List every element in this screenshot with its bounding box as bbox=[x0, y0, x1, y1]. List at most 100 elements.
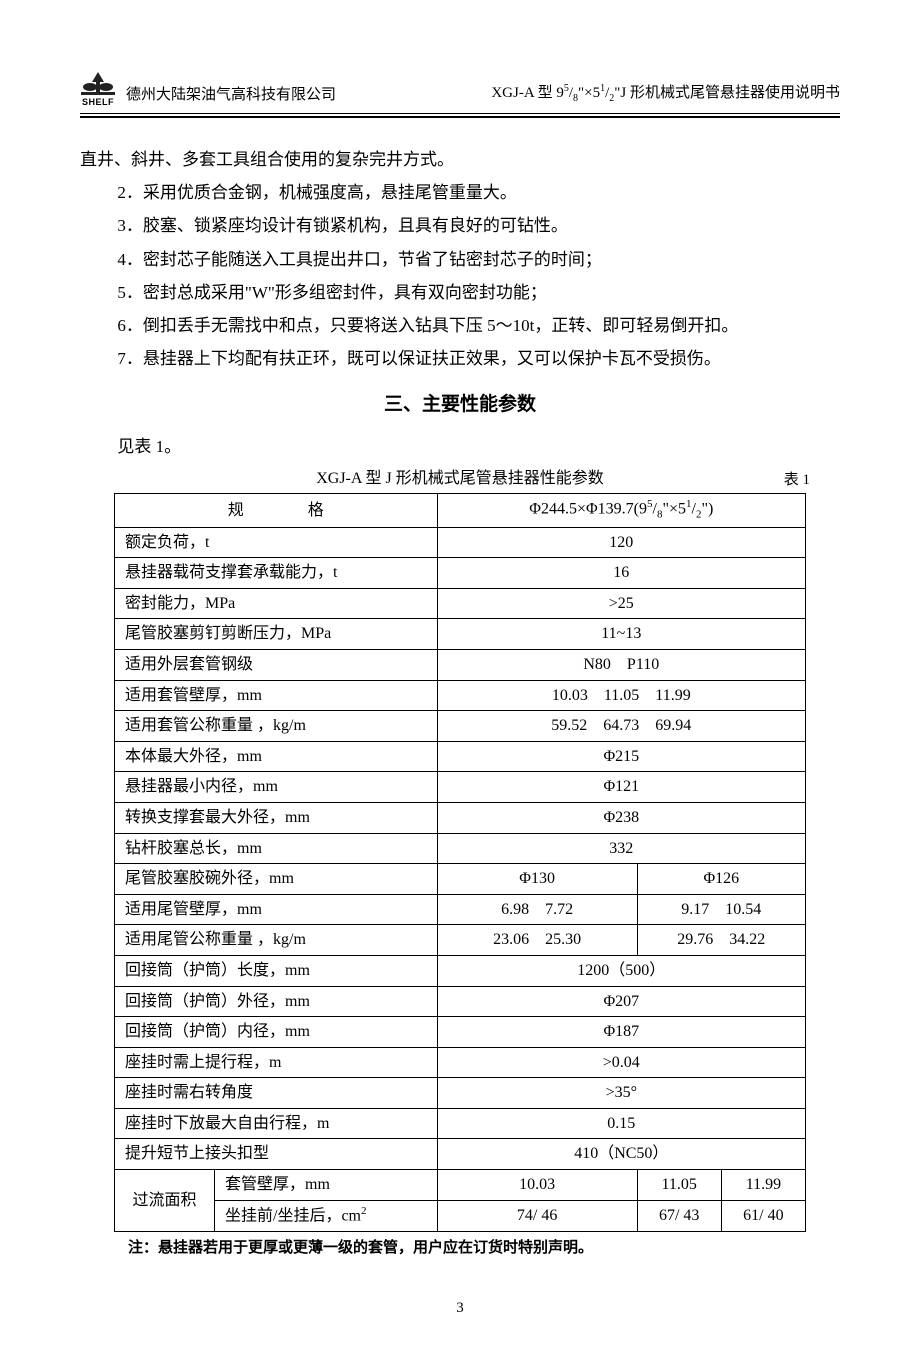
table-cell-value: 74/ 46 bbox=[437, 1200, 637, 1231]
table-cell-label: 额定负荷，t bbox=[115, 527, 438, 558]
table-row: 适用尾管壁厚，mm6.98 7.729.17 10.54 bbox=[115, 894, 806, 925]
table-cell-label: 适用套管壁厚，mm bbox=[115, 680, 438, 711]
spec-header-label-text: 规 bbox=[228, 502, 308, 519]
table-cell-label: 回接筒（护筒）外径，mm bbox=[115, 986, 438, 1017]
company-logo: SHELF bbox=[80, 70, 116, 107]
table-cell-value: 11.05 bbox=[637, 1170, 721, 1201]
section-title: 三、主要性能参数 bbox=[80, 390, 840, 420]
table-cell-value: 10.03 bbox=[437, 1170, 637, 1201]
table-row: 回接筒（护筒）外径，mmΦ207 bbox=[115, 986, 806, 1017]
feature-item: 5．密封总成采用"W"形多组密封件，具有双向密封功能； bbox=[80, 279, 840, 306]
table-cell-label: 座挂时需右转角度 bbox=[115, 1078, 438, 1109]
table-row: 适用外层套管钢级N80 P110 bbox=[115, 649, 806, 680]
flow-area-group-label: 过流面积 bbox=[115, 1170, 215, 1232]
logo-company-section: SHELF 德州大陆架油气高科技有限公司 bbox=[80, 70, 336, 107]
table-cell-value: 332 bbox=[437, 833, 805, 864]
table-cell-value: Φ121 bbox=[437, 772, 805, 803]
table-cell-value: Φ126 bbox=[637, 864, 805, 895]
table-row: 钻杆胶塞总长，mm332 bbox=[115, 833, 806, 864]
table-cell-value: Φ130 bbox=[437, 864, 637, 895]
table-cell-value: 23.06 25.30 bbox=[437, 925, 637, 956]
table-cell-label: 座挂时需上提行程，m bbox=[115, 1047, 438, 1078]
logo-text: SHELF bbox=[82, 98, 114, 107]
table-cell-label: 适用套管公称重量 ，kg/m bbox=[115, 711, 438, 742]
table-cell-value: 0.15 bbox=[437, 1108, 805, 1139]
table-cell-label: 座挂时下放最大自由行程，m bbox=[115, 1108, 438, 1139]
table-cell-value: >35° bbox=[437, 1078, 805, 1109]
table-row: 回接筒（护筒）内径，mmΦ187 bbox=[115, 1017, 806, 1048]
table-cell-label: 回接筒（护筒）内径，mm bbox=[115, 1017, 438, 1048]
table-cell-label: 悬挂器最小内径，mm bbox=[115, 772, 438, 803]
feature-item: 2．采用优质合金钢，机械强度高，悬挂尾管重量大。 bbox=[80, 179, 840, 206]
feature-item: 3．胶塞、锁紧座均设计有锁紧机构，且具有良好的可钻性。 bbox=[80, 212, 840, 239]
table-cell-label: 本体最大外径，mm bbox=[115, 741, 438, 772]
header-line: SHELF 德州大陆架油气高科技有限公司 XGJ-A 型 95/8"×51/2"… bbox=[80, 70, 840, 114]
document-page: SHELF 德州大陆架油气高科技有限公司 XGJ-A 型 95/8"×51/2"… bbox=[0, 0, 920, 1360]
table-row: 适用尾管公称重量 ，kg/m23.06 25.3029.76 34.22 bbox=[115, 925, 806, 956]
table-header-row: 规格 Φ244.5×Φ139.7(95/8"×51/2") bbox=[115, 494, 806, 527]
table-cell-value: 59.52 64.73 69.94 bbox=[437, 711, 805, 742]
table-row: 额定负荷，t120 bbox=[115, 527, 806, 558]
table-row: 本体最大外径，mmΦ215 bbox=[115, 741, 806, 772]
spec-header-label: 规格 bbox=[115, 494, 438, 527]
feature-item: 6．倒扣丢手无需找中和点，只要将送入钻具下压 5～10t，正转、即可轻易倒开扣。 bbox=[80, 312, 840, 339]
table-row: 座挂时下放最大自由行程，m0.15 bbox=[115, 1108, 806, 1139]
table-cell-value: 10.03 11.05 11.99 bbox=[437, 680, 805, 711]
table-cell-value: 11~13 bbox=[437, 619, 805, 650]
table-cell-value: >0.04 bbox=[437, 1047, 805, 1078]
table-row: 悬挂器最小内径，mmΦ121 bbox=[115, 772, 806, 803]
table-caption-text: XGJ-A 型 J 形机械式尾管悬挂器性能参数 bbox=[316, 470, 604, 487]
table-cell-value: 6.98 7.72 bbox=[437, 894, 637, 925]
table-row: 尾管胶塞剪钉剪断压力，MPa11~13 bbox=[115, 619, 806, 650]
table-row: 回接筒（护筒）长度，mm1200（500） bbox=[115, 955, 806, 986]
table-cell-value: 9.17 10.54 bbox=[637, 894, 805, 925]
feature-item: 4．密封芯子能随送入工具提出井口，节省了钻密封芯子的时间； bbox=[80, 246, 840, 273]
page-number: 3 bbox=[80, 1296, 840, 1320]
table-cell-value: Φ215 bbox=[437, 741, 805, 772]
table-cell-value: >25 bbox=[437, 588, 805, 619]
table-cell-value: Φ207 bbox=[437, 986, 805, 1017]
table-cell-label: 套管壁厚，mm bbox=[215, 1170, 438, 1201]
table-cell-label: 适用尾管壁厚，mm bbox=[115, 894, 438, 925]
table-cell-value: 1200（500） bbox=[437, 955, 805, 986]
table-cell-label: 回接筒（护筒）长度，mm bbox=[115, 955, 438, 986]
table-row: 座挂时需上提行程，m>0.04 bbox=[115, 1047, 806, 1078]
table-cell-value: Φ187 bbox=[437, 1017, 805, 1048]
table-note: 注：悬挂器若用于更厚或更薄一级的套管，用户应在订货时特别声明。 bbox=[128, 1236, 840, 1260]
spec-header-value: Φ244.5×Φ139.7(95/8"×51/2") bbox=[437, 494, 805, 527]
table-cell-value: 120 bbox=[437, 527, 805, 558]
table-cell-value: 16 bbox=[437, 558, 805, 589]
table-row: 过流面积套管壁厚，mm10.0311.0511.99 bbox=[115, 1170, 806, 1201]
table-cell-label: 尾管胶塞胶碗外径，mm bbox=[115, 864, 438, 895]
spec-table: 规格 Φ244.5×Φ139.7(95/8"×51/2") 额定负荷，t120悬… bbox=[114, 493, 806, 1231]
shelf-logo-icon bbox=[80, 70, 116, 98]
see-table-text: 见表 1。 bbox=[80, 433, 840, 460]
company-name: 德州大陆架油气高科技有限公司 bbox=[126, 83, 336, 107]
table-cell-label: 适用外层套管钢级 bbox=[115, 649, 438, 680]
table-cell-value: N80 P110 bbox=[437, 649, 805, 680]
table-cell-label: 适用尾管公称重量 ，kg/m bbox=[115, 925, 438, 956]
table-cell-label: 悬挂器载荷支撑套承载能力，t bbox=[115, 558, 438, 589]
table-cell-label: 坐挂前/坐挂后，cm2 bbox=[215, 1200, 438, 1231]
table-row: 座挂时需右转角度>35° bbox=[115, 1078, 806, 1109]
table-row: 密封能力，MPa>25 bbox=[115, 588, 806, 619]
table-row: 适用套管壁厚，mm10.03 11.05 11.99 bbox=[115, 680, 806, 711]
table-cell-value: Φ238 bbox=[437, 802, 805, 833]
feature-item: 7．悬挂器上下均配有扶正环，既可以保证扶正效果，又可以保护卡瓦不受损伤。 bbox=[80, 345, 840, 372]
table-cell-value: 61/ 40 bbox=[721, 1200, 805, 1231]
table-cell-value: 29.76 34.22 bbox=[637, 925, 805, 956]
table-cell-label: 钻杆胶塞总长，mm bbox=[115, 833, 438, 864]
page-header: SHELF 德州大陆架油气高科技有限公司 XGJ-A 型 95/8"×51/2"… bbox=[80, 70, 840, 118]
document-title: XGJ-A 型 95/8"×51/2"J 形机械式尾管悬挂器使用说明书 bbox=[491, 81, 840, 107]
table-cell-label: 转换支撑套最大外径，mm bbox=[115, 802, 438, 833]
table-cell-label: 尾管胶塞剪钉剪断压力，MPa bbox=[115, 619, 438, 650]
table-cell-value: 410（NC50） bbox=[437, 1139, 805, 1170]
table-row: 坐挂前/坐挂后，cm274/ 4667/ 4361/ 40 bbox=[115, 1200, 806, 1231]
table-cell-label: 提升短节上接头扣型 bbox=[115, 1139, 438, 1170]
table-number: 表 1 bbox=[784, 468, 810, 492]
table-cell-value: 67/ 43 bbox=[637, 1200, 721, 1231]
table-cell-label: 密封能力，MPa bbox=[115, 588, 438, 619]
feature-list: 2．采用优质合金钢，机械强度高，悬挂尾管重量大。 3．胶塞、锁紧座均设计有锁紧机构… bbox=[80, 179, 840, 372]
table-row: 提升短节上接头扣型410（NC50） bbox=[115, 1139, 806, 1170]
intro-paragraph: 直井、斜井、多套工具组合使用的复杂完井方式。 bbox=[80, 146, 840, 173]
